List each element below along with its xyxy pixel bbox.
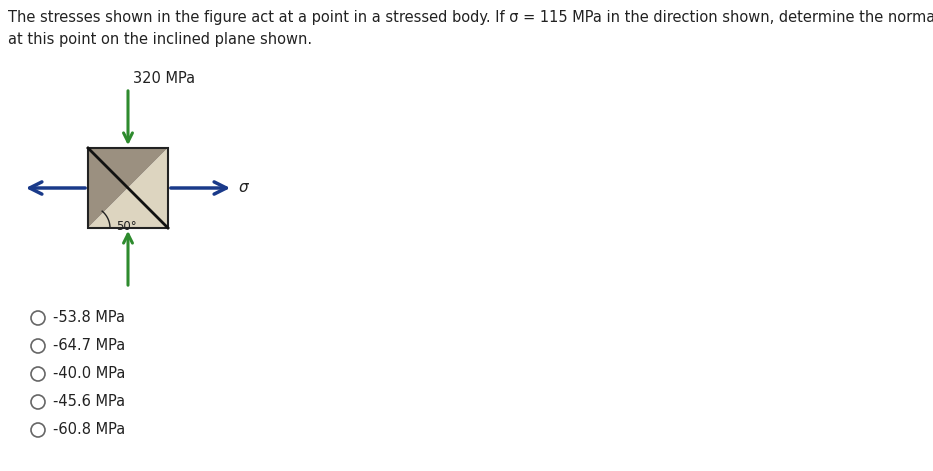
- Text: -64.7 MPa: -64.7 MPa: [53, 339, 125, 354]
- Text: at this point on the inclined plane shown.: at this point on the inclined plane show…: [8, 32, 313, 47]
- Text: -60.8 MPa: -60.8 MPa: [53, 422, 125, 438]
- Text: 320 MPa: 320 MPa: [133, 71, 195, 86]
- Text: -40.0 MPa: -40.0 MPa: [53, 366, 125, 382]
- Text: -53.8 MPa: -53.8 MPa: [53, 310, 125, 325]
- Text: The stresses shown in the figure act at a point in a stressed body. If σ = 115 M: The stresses shown in the figure act at …: [8, 10, 933, 25]
- Text: 50°: 50°: [116, 220, 136, 233]
- Polygon shape: [88, 148, 168, 228]
- Polygon shape: [88, 148, 168, 228]
- Text: σ: σ: [239, 180, 248, 195]
- Text: -45.6 MPa: -45.6 MPa: [53, 395, 125, 409]
